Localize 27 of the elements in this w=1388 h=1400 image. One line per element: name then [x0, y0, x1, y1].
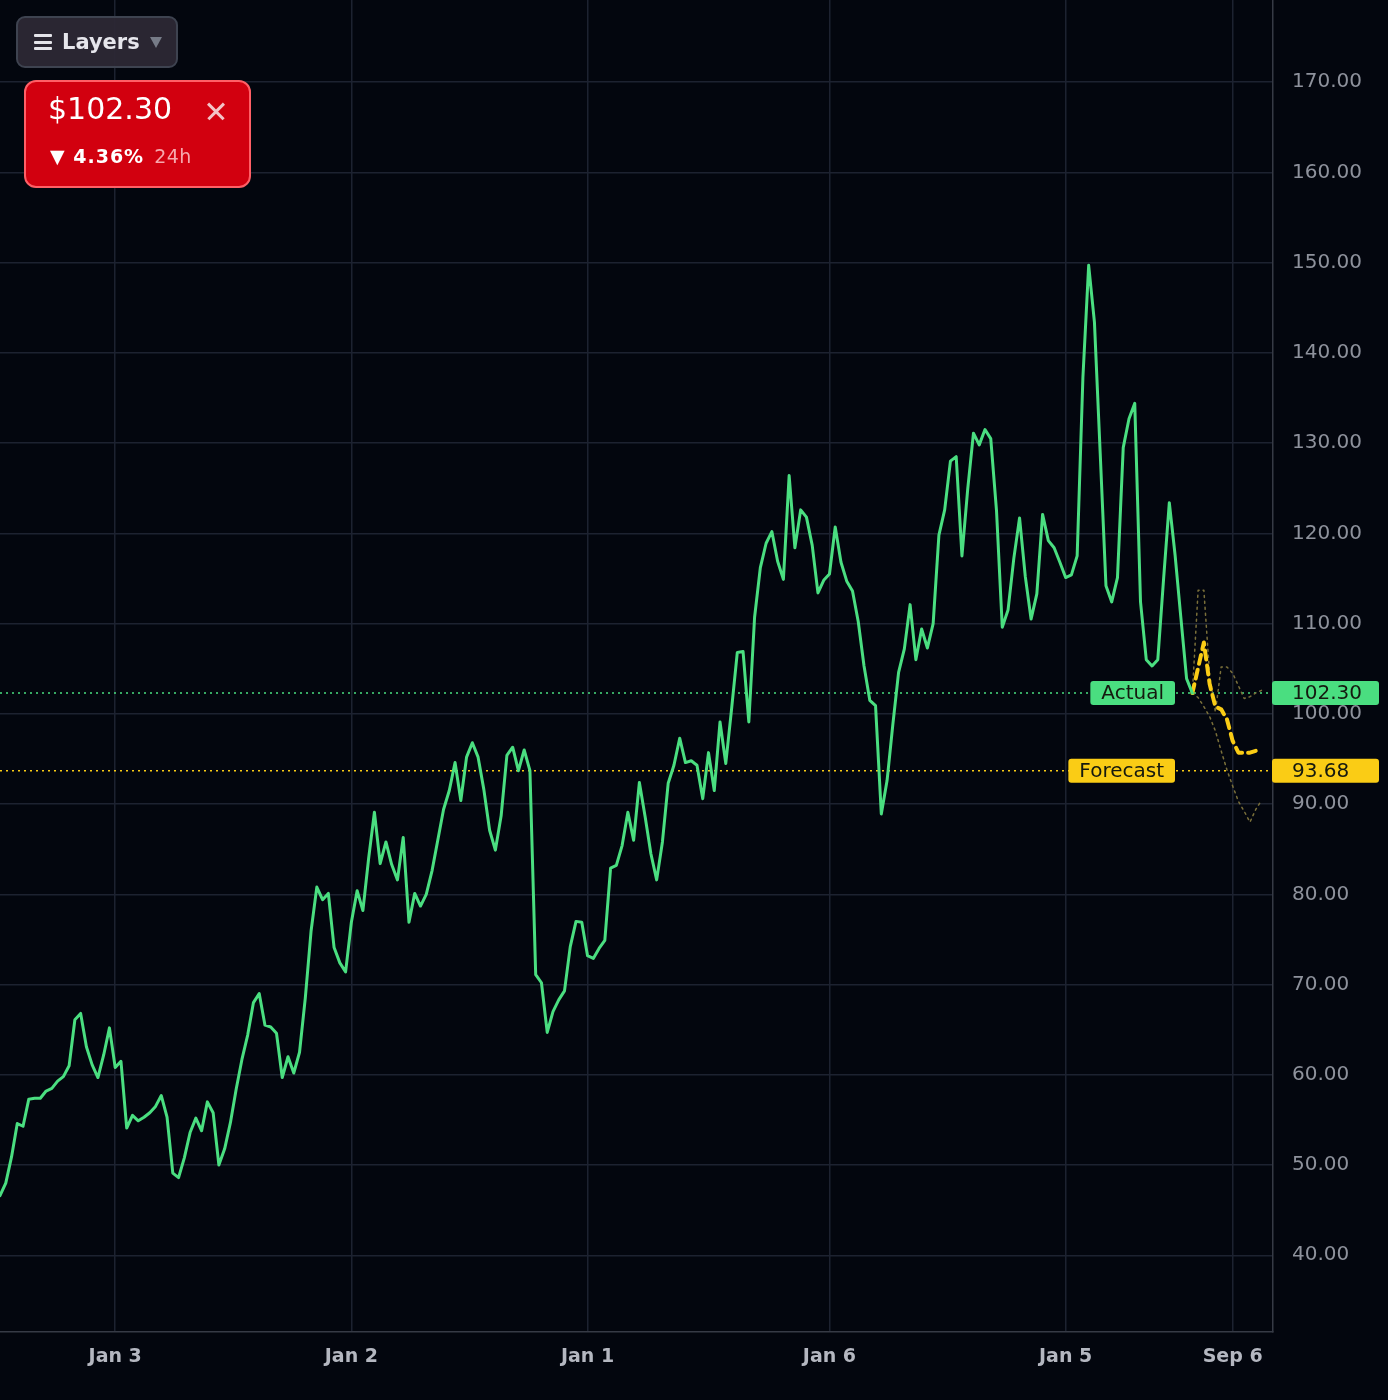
x-tick-label: Jan 6 — [800, 1344, 857, 1367]
x-tick-label: Jan 3 — [86, 1344, 142, 1367]
x-tick-label: Jan 5 — [1037, 1344, 1093, 1367]
y-tick-label: 40.00 — [1292, 1241, 1350, 1266]
annotation: Layers — [62, 29, 140, 55]
x-tick-label: Jan 2 — [322, 1344, 378, 1367]
y-tick-label: 120.00 — [1292, 519, 1362, 544]
y-tick-label: 70.00 — [1292, 970, 1350, 995]
y-tick-label: 150.00 — [1292, 248, 1362, 273]
ref-line-label: Forecast — [1079, 758, 1165, 783]
x-tick-label: Jan 1 — [558, 1344, 615, 1367]
annotation: ▼ 4.36% — [50, 144, 145, 168]
ref-line-label: Actual — [1101, 680, 1164, 705]
y-tick-label: 170.00 — [1292, 68, 1362, 93]
y-tick-label: 90.00 — [1292, 790, 1350, 815]
text: 93.68 — [1292, 758, 1350, 783]
x-tick-label: Sep 6 — [1202, 1344, 1263, 1367]
y-tick-label: 110.00 — [1292, 609, 1362, 634]
y-tick-label: 130.00 — [1292, 429, 1362, 454]
price-card: $102.30 ▼ 4.36% 24h — [24, 80, 251, 188]
y-tick-label: 80.00 — [1292, 880, 1350, 905]
annotation: $102.30 — [48, 90, 173, 128]
y-tick-label: 50.00 — [1292, 1151, 1350, 1176]
y-tick-label: 60.00 — [1292, 1061, 1350, 1086]
y-tick-label: 140.00 — [1292, 339, 1362, 364]
annotation: 24h — [154, 144, 192, 168]
y-tick-label: 160.00 — [1292, 158, 1362, 183]
